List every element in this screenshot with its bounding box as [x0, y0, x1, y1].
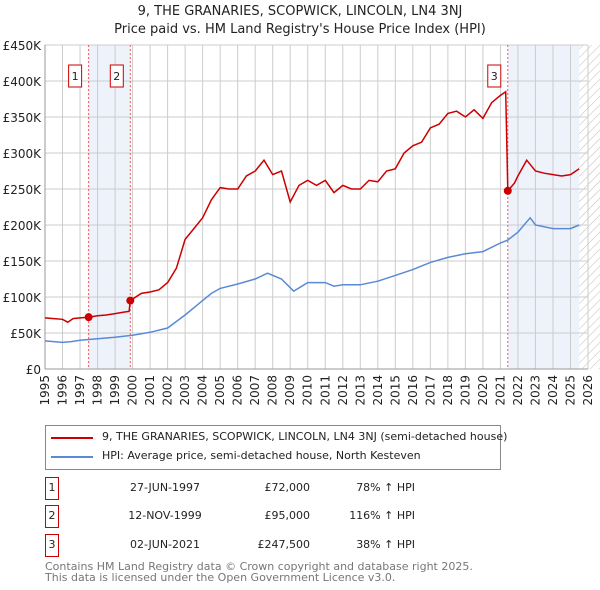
shaded-region — [88, 45, 131, 369]
footer-licence: This data is licensed under the Open Gov… — [45, 571, 396, 584]
sale-marker-badge: 3 — [45, 534, 59, 557]
legend: 9, THE GRANARIES, SCOPWICK, LINCOLN, LN4… — [45, 425, 507, 470]
y-tick-label: £150K — [3, 255, 43, 269]
sale-date: 12-NOV-1999 — [128, 509, 202, 522]
sale-label-box — [68, 64, 83, 88]
y-tick-label: £300K — [3, 147, 43, 161]
sale-point — [84, 313, 93, 322]
y-tick-label: £0 — [26, 363, 41, 377]
legend-swatch-hpi — [51, 456, 93, 458]
x-tick-label: 2015 — [388, 375, 402, 406]
sale-label: 1 — [72, 70, 79, 83]
chart-title: 9, THE GRANARIES, SCOPWICK, LINCOLN, LN4… — [137, 4, 463, 19]
x-tick-label: 2014 — [371, 375, 385, 406]
x-tick-label: 2009 — [283, 375, 297, 406]
sale-label: 2 — [113, 70, 120, 83]
plot-area: £0 £50K £100K £150K £200K £250K £300K £350K £400… — [3, 39, 600, 406]
x-tick-label: 2004 — [196, 375, 210, 406]
price-line — [44, 90, 580, 324]
x-tick-label: 1997 — [73, 375, 87, 406]
x-tick-label: 2013 — [353, 375, 367, 406]
legend-swatch-price — [51, 437, 93, 439]
x-tick-label: 2025 — [563, 375, 577, 406]
x-tick-label: 2005 — [213, 375, 227, 406]
sale-marker-badge: 1 — [45, 477, 59, 500]
x-tick-label: 2023 — [528, 375, 542, 406]
sale-price: £247,500 — [257, 538, 311, 551]
sale-hpi-change: 78% ↑ HPI — [356, 481, 415, 494]
x-tick-label: 2026 — [581, 375, 595, 406]
x-tick-label: 2007 — [248, 375, 262, 406]
y-tick-label: £400K — [3, 75, 43, 89]
sale-date: 02-JUN-2021 — [129, 538, 201, 551]
y-tick-label: £450K — [3, 39, 43, 53]
legend-label-hpi: HPI: Average price, semi-detached house,… — [102, 449, 421, 462]
sale-price: £72,000 — [264, 481, 311, 494]
x-tick-label: 2008 — [266, 375, 280, 406]
x-tick-label: 2021 — [493, 375, 507, 406]
x-tick-label: 2020 — [476, 375, 490, 406]
legend-label-price: 9, THE GRANARIES, SCOPWICK, LINCOLN, LN4… — [102, 430, 508, 443]
y-tick-label: £200K — [3, 219, 43, 233]
x-tick-label: 2011 — [318, 375, 332, 406]
x-tick-label: 2018 — [441, 375, 455, 406]
y-tick-label: £350K — [3, 111, 43, 125]
sale-marker-badge: 2 — [45, 505, 59, 528]
sale-hpi-change: 116% ↑ HPI — [349, 509, 415, 522]
y-tick-label: £50K — [10, 327, 42, 341]
hpi-line — [44, 216, 580, 344]
x-tick-label: 2019 — [458, 375, 472, 406]
x-tick-label: 2024 — [546, 375, 560, 406]
shaded-region — [507, 45, 580, 369]
x-tick-label: 2002 — [161, 375, 175, 406]
x-tick-label: 2010 — [301, 375, 315, 406]
footer-copyright: Contains HM Land Registry data © Crown c… — [45, 560, 473, 573]
sale-label-box — [109, 64, 124, 88]
x-tick-label: 2001 — [143, 375, 157, 406]
sale-point — [503, 186, 512, 195]
sale-point — [126, 296, 135, 305]
sale-hpi-change: 38% ↑ HPI — [356, 538, 415, 551]
x-tick-label: 1996 — [56, 375, 70, 406]
sale-price: £95,000 — [264, 509, 311, 522]
x-tick-label: 2006 — [231, 375, 245, 406]
sale-date: 27-JUN-1997 — [129, 481, 201, 494]
x-tick-label: 1998 — [91, 375, 105, 406]
x-tick-label: 2017 — [423, 375, 437, 406]
x-tick-label: 1995 — [38, 375, 52, 406]
y-tick-label: £100K — [3, 291, 43, 305]
x-tick-label: 1999 — [108, 375, 122, 406]
forecast-hatch — [579, 45, 600, 369]
x-tick-label: 2012 — [336, 375, 350, 406]
sale-label: 3 — [491, 70, 498, 83]
x-tick-label: 2016 — [406, 375, 420, 406]
sale-label-box — [487, 64, 502, 88]
chart-subtitle: Price paid vs. HM Land Registry's House … — [114, 22, 486, 37]
x-tick-label: 2003 — [178, 375, 192, 406]
x-tick-label: 2022 — [511, 375, 525, 406]
x-tick-label: 2000 — [126, 375, 140, 406]
y-tick-label: £250K — [3, 183, 43, 197]
